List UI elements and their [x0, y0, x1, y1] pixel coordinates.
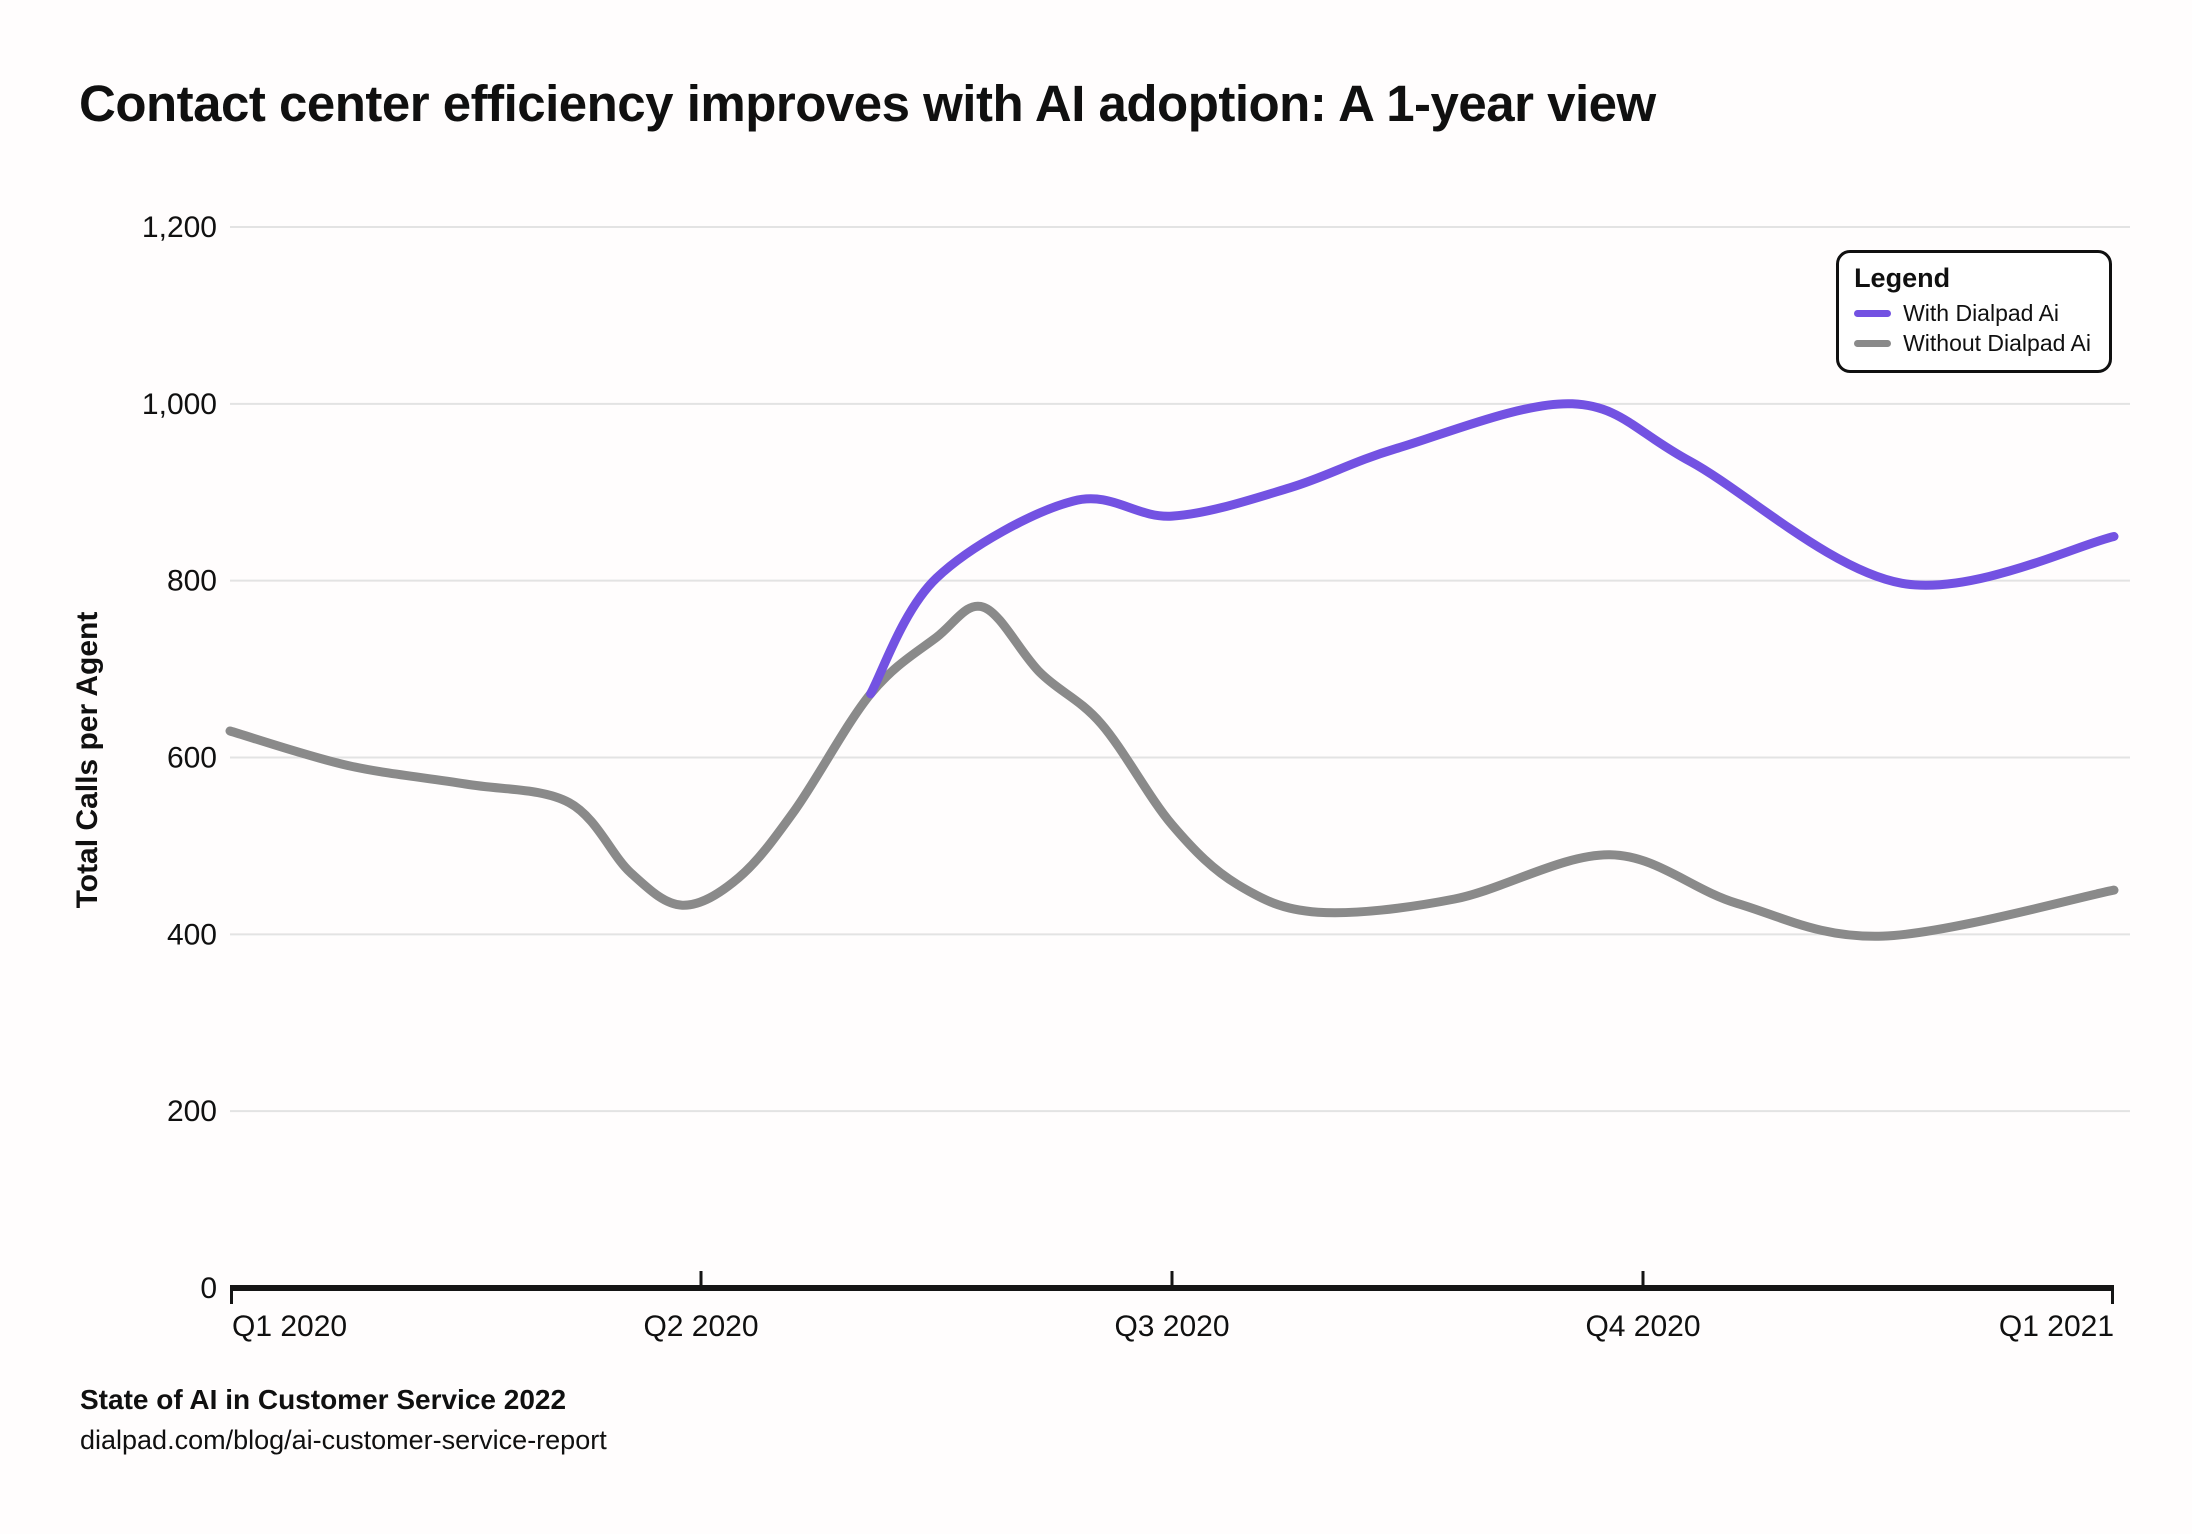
source-title: State of AI in Customer Service 2022 [80, 1384, 567, 1415]
x-tick-label: Q1 2021 [1999, 1310, 2114, 1343]
legend-item-with-dialpad-ai: With Dialpad Ai [1854, 298, 2091, 328]
x-axis-line [230, 1285, 2114, 1291]
without-dialpad-ai-swatch [1854, 339, 1892, 347]
chart-title: Contact center efficiency improves with … [79, 75, 1656, 132]
x-axis-end-tick [230, 1291, 233, 1304]
y-tick-label: 0 [200, 1272, 217, 1305]
x-axis-tick [1641, 1271, 1645, 1285]
footer: State of AI in Customer Service 2022 dia… [80, 1384, 607, 1456]
y-tick-label: 200 [167, 1095, 217, 1128]
y-tick-label: 800 [167, 565, 217, 598]
x-tick-label: Q2 2020 [643, 1310, 758, 1343]
y-tick-label: 1,000 [142, 388, 217, 421]
legend-item-label: Without Dialpad Ai [1903, 329, 2091, 356]
x-tick-label: Q3 2020 [1114, 1310, 1229, 1343]
series-line-with-dialpad-ai [866, 399, 2119, 699]
y-tick-label: 600 [167, 742, 217, 775]
y-tick-label: 1,200 [142, 211, 217, 244]
x-axis-end-tick [2111, 1291, 2114, 1304]
legend-box: Legend With Dialpad Ai Without Dialpad A… [1836, 250, 2112, 373]
source-url: dialpad.com/blog/ai-customer-service-rep… [80, 1425, 607, 1455]
x-axis-tick [699, 1271, 703, 1285]
legend-title: Legend [1854, 263, 1951, 293]
x-tick-label: Q4 2020 [1585, 1310, 1700, 1343]
legend-item-without-dialpad-ai: Without Dialpad Ai [1854, 328, 2091, 358]
with-dialpad-ai-swatch [1854, 309, 1892, 317]
y-axis-title: Total Calls per Agent [71, 612, 104, 909]
x-tick-label: Q1 2020 [232, 1310, 347, 1343]
legend-item-label: With Dialpad Ai [1903, 299, 2060, 326]
x-axis-tick [1170, 1271, 1174, 1285]
series-line-without-dialpad-ai [225, 601, 2119, 941]
y-tick-label: 400 [167, 918, 217, 951]
